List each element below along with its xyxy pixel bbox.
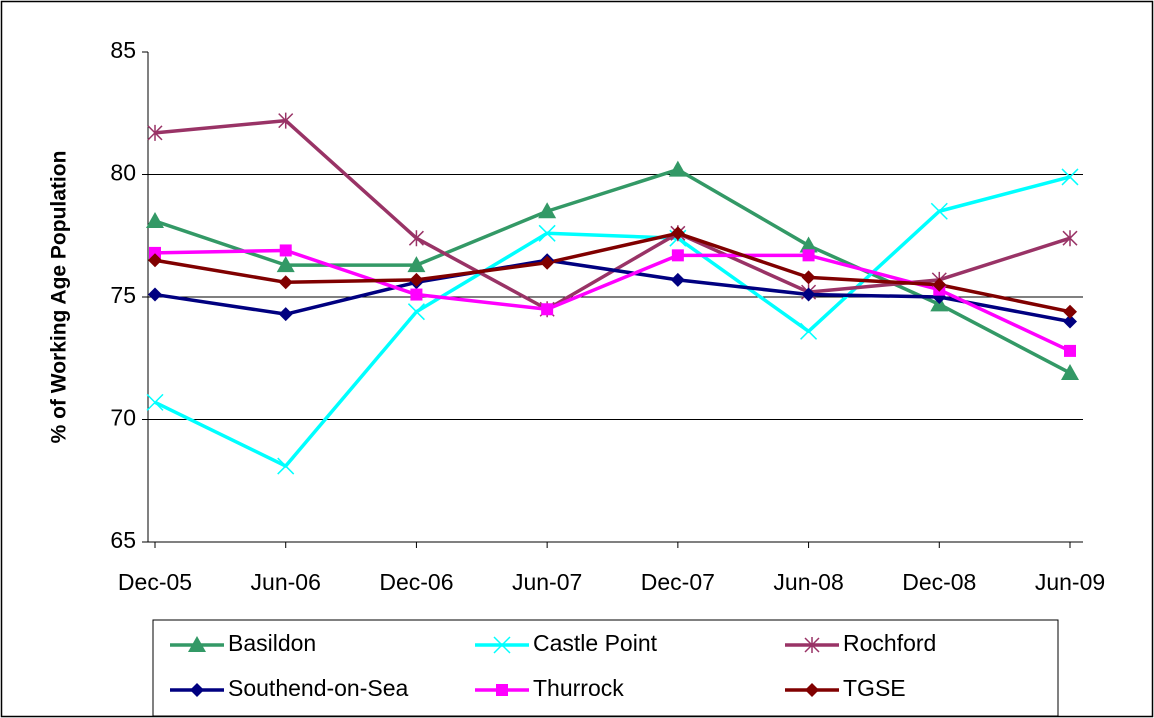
data-point bbox=[801, 270, 816, 285]
data-point bbox=[408, 230, 424, 247]
data-point bbox=[668, 160, 687, 177]
data-point bbox=[670, 272, 685, 287]
data-point bbox=[799, 236, 818, 253]
x-tick-label: Jun-09 bbox=[1035, 569, 1105, 595]
data-point bbox=[278, 112, 294, 129]
data-point bbox=[1063, 314, 1077, 329]
legend-label: Castle Point bbox=[533, 630, 658, 656]
data-point bbox=[146, 393, 164, 411]
legend-label: Thurrock bbox=[533, 675, 624, 701]
data-point bbox=[540, 255, 555, 270]
legend-marker bbox=[188, 636, 206, 652]
data-point bbox=[1062, 230, 1078, 247]
y-tick-label: 65 bbox=[110, 527, 136, 553]
data-point bbox=[800, 322, 818, 340]
x-tick-label: Dec-07 bbox=[641, 569, 715, 595]
y-tick-label: 80 bbox=[110, 160, 136, 186]
y-tick-label: 75 bbox=[110, 282, 136, 308]
legend-label: Rochford bbox=[843, 630, 936, 656]
data-point bbox=[538, 224, 556, 242]
data-point bbox=[146, 212, 164, 229]
data-point bbox=[409, 272, 424, 287]
data-point bbox=[276, 256, 295, 273]
data-point bbox=[147, 124, 163, 141]
data-point bbox=[1063, 304, 1077, 319]
data-point bbox=[278, 275, 293, 290]
series-line bbox=[154, 167, 1071, 375]
series-line bbox=[154, 258, 1071, 324]
x-tick-label: Dec-05 bbox=[118, 569, 192, 595]
y-axis-label: % of Working Age Population bbox=[48, 151, 71, 444]
data-point bbox=[801, 287, 816, 302]
legend-marker bbox=[804, 637, 820, 653]
x-tick-label: Jun-08 bbox=[773, 569, 843, 595]
legend-label: Southend-on-Sea bbox=[228, 675, 409, 701]
data-point bbox=[802, 249, 815, 262]
data-point bbox=[278, 307, 293, 322]
x-tick-label: Dec-08 bbox=[902, 569, 976, 595]
data-point bbox=[671, 249, 684, 262]
data-point bbox=[148, 253, 162, 268]
legend-marker bbox=[805, 683, 819, 697]
legend-marker bbox=[493, 636, 511, 654]
legend-marker bbox=[496, 684, 508, 696]
data-point bbox=[541, 303, 554, 316]
data-point bbox=[407, 303, 425, 321]
x-tick-label: Dec-06 bbox=[379, 569, 453, 595]
data-point bbox=[277, 457, 295, 475]
y-tick-label: 70 bbox=[110, 405, 136, 431]
legend-label: Basildon bbox=[228, 630, 316, 656]
data-point bbox=[279, 244, 292, 257]
data-point bbox=[932, 277, 947, 292]
data-point bbox=[538, 202, 557, 219]
legend-label: TGSE bbox=[843, 675, 906, 701]
data-point bbox=[1061, 168, 1079, 186]
data-point bbox=[1064, 344, 1076, 357]
data-point bbox=[149, 246, 161, 259]
data-point bbox=[148, 287, 162, 302]
data-point bbox=[1061, 363, 1079, 380]
series-line bbox=[154, 175, 1071, 468]
data-point bbox=[670, 226, 685, 241]
y-tick-label: 85 bbox=[110, 37, 136, 63]
data-point bbox=[410, 288, 423, 301]
data-point bbox=[407, 256, 426, 273]
x-tick-label: Jun-06 bbox=[251, 569, 321, 595]
series-line bbox=[154, 231, 1071, 314]
legend-marker bbox=[190, 683, 204, 697]
x-tick-label: Jun-07 bbox=[512, 569, 582, 595]
legend-box bbox=[152, 619, 1059, 717]
data-point bbox=[930, 202, 948, 220]
